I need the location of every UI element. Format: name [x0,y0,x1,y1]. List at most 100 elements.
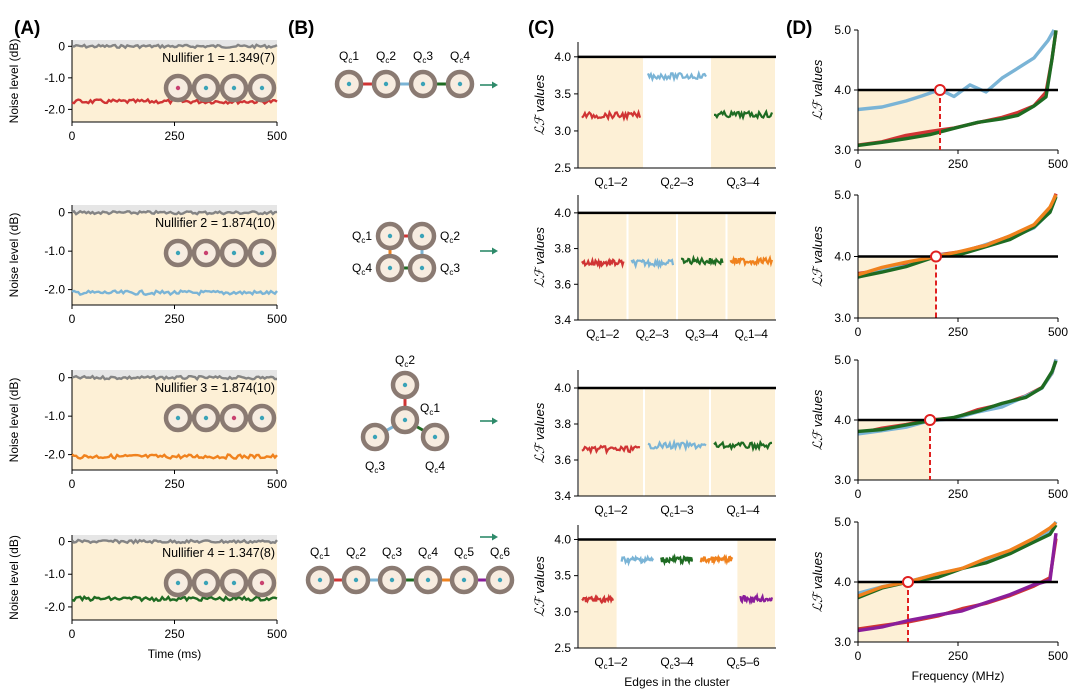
panel-a-chart-4-qubit-center [203,580,209,586]
panel-label-d: (D) [786,18,812,39]
diagram-3-label: Qc3 [365,459,385,475]
diagram-3-qubit-center [402,382,408,388]
diagram-3-qubit-center [372,434,378,440]
panel-c-chart-3-y-tick-label: 4.0 [554,381,571,395]
panel-a-chart-3-y-tick-label: 0 [58,371,65,385]
diagram-4-qubit-center [353,577,359,583]
panel-a-chart-3-y-tick-label: -1.0 [44,409,65,423]
panel-label-b: (B) [288,18,314,39]
panel-a-chart-2-x-tick-label: 0 [69,312,76,326]
diagram-4-label: Qc6 [490,545,510,561]
panel-c-chart-4-xlabel: Edges in the cluster [624,675,729,689]
panel-c-chart-3-shade-2 [645,388,709,496]
panel-c-chart-4-series-4 [699,553,734,566]
panel-c-chart-4-series-1 [581,593,614,605]
panel-c-chart-2-y-tick-label: 4.0 [554,206,571,220]
panel-a-chart-4-y-tick-label: -2.0 [44,600,65,614]
panel-d-chart-1-ylabel: ℒℱ values [810,59,825,120]
panel-a-chart-1-qubit-center [259,85,265,91]
diagram-2-label: Qc3 [440,261,460,277]
panel-d-chart-4-xlabel: Frequency (MHz) [912,669,1005,683]
diagram-2-qubit-center [419,233,425,239]
panel-layer: 0 -1.0 -2.0 0 250 500 Nullifier 1 = 1.349(7) No… [7,23,1068,689]
diagram-4-qubit-center [389,577,395,583]
diagram-2-qubit-center [419,265,425,271]
panel-c-chart-1-category-label: Qc1–2 [594,175,628,191]
panel-a-chart-1-y-tick-label: 0 [58,39,65,53]
diagram-1-qubit-center [383,81,389,87]
panel-d-chart-3-crossing-marker [924,414,936,426]
panel-a-chart-4-qubit-center [175,580,181,586]
panel-a-chart-4-y-tick-label: 0 [58,535,65,549]
panel-a-chart-2-y-tick-label: -2.0 [44,283,65,297]
panel-a-chart-3-qubit-center [203,415,209,421]
diagram-4-label: Qc4 [418,545,438,561]
diagram-1-label: Qc4 [450,49,470,65]
diagram-4-qubit-center [461,577,467,583]
panel-c-chart-2-y-tick-label: 3.8 [554,242,571,256]
panel-a-chart-1-x-tick-label: 250 [164,129,184,143]
panel-c-chart-1-y-tick-label: 3.5 [554,87,571,101]
arrow-2-head [492,247,498,255]
panel-c-chart-2-category-label: Qc1–4 [735,327,769,343]
panel-a-chart-1-qubit-center [203,85,209,91]
panel-a-chart-2-y-tick-label: 0 [58,206,65,220]
panel-a-chart-1-gray-band [72,40,277,47]
panel-a-chart-1-ylabel: Noise level (dB) [7,39,21,124]
panel-a-chart-4-x-tick-label: 250 [164,627,184,641]
panel-a-chart-3-qubit-center [231,415,237,421]
panel-a-chart-3-qubit-center [175,415,181,421]
panel-a-chart-2-x-tick-label: 500 [267,312,287,326]
panel-a-chart-2-y-tick-label: -1.0 [44,244,65,258]
panel-a-chart-4-series-2 [71,594,278,603]
panel-c-chart-3-series-1 [581,444,641,456]
diagram-1-qubit-center [420,81,426,87]
panel-a-chart-1-annotation: Nullifier 1 = 1.349(7) [162,51,275,65]
panel-d-chart-2-x-tick-label: 250 [948,325,968,339]
arrow-4-head [492,533,498,541]
panel-a-chart-4-ylabel: Noise level (dB) [7,535,21,620]
panel-c-chart-4-series-3 [660,553,694,567]
panel-c-chart-1-y-tick-label: 2.5 [554,161,571,175]
panel-a-chart-2-qubit-center [175,250,181,256]
panel-a-chart-4-qubit-center [259,580,265,586]
panel-d-chart-2-x-tick-label: 0 [855,325,862,339]
panel-c-chart-4-shade-5 [737,539,775,648]
panel-a-chart-3-gray-band [72,370,277,378]
panel-d-chart-2-y-tick-label: 4.0 [834,250,851,264]
diagram-2-label: Qc2 [440,229,460,245]
panel-a-chart-2-series-1 [71,209,278,216]
diagram-2-label: Qc4 [352,261,372,277]
diagram-4-qubit-center [497,577,503,583]
panel-c-chart-2-series-1 [581,256,625,270]
diagram-3-label: Qc1 [420,401,440,417]
panel-c-chart-2-series-3 [680,254,724,267]
panel-d-chart-4-y-tick-label: 3.0 [834,635,851,649]
panel-c-chart-3-y-tick-label: 3.6 [554,453,571,467]
panel-c-chart-3-y-tick-label: 3.4 [554,489,571,503]
panel-d-chart-4-ylabel: ℒℱ values [810,551,825,612]
panel-c-chart-4-y-tick-label: 3.5 [554,569,571,583]
panel-d-chart-1-y-tick-label: 4.0 [834,83,851,97]
panel-d-chart-4-x-tick-label: 500 [1048,649,1068,663]
panel-c-chart-2-y-tick-label: 3.4 [554,313,571,327]
panel-d-chart-1-series-1 [857,29,1056,112]
panel-a-chart-1-x-tick-label: 500 [267,129,287,143]
panel-label-c: (C) [528,18,554,39]
panel-d-chart-4-x-tick-label: 0 [855,649,862,663]
panel-d-chart-1-y-tick-label: 5.0 [834,23,851,37]
diagram-4-qubit-center [317,577,323,583]
panel-c-chart-2-shade-4 [727,212,775,320]
diagram-3-qubit-center [402,417,408,423]
panel-a-chart-4-y-tick-label: -1.0 [44,567,65,581]
panel-c-chart-2-series-2 [630,257,675,270]
panel-a-chart-3-x-tick-label: 500 [267,477,287,491]
panel-a-chart-2-qubit-center [203,250,209,256]
panel-c-chart-4-category-label: Qc5–6 [726,655,760,671]
panel-c-chart-3-series-2 [647,438,707,453]
arrow-1-head [492,81,498,89]
panel-d-chart-1-x-tick-label: 250 [948,157,968,171]
diagram-3-label: Qc2 [395,353,415,369]
panel-d-chart-3-ylabel: ℒℱ values [810,389,825,450]
